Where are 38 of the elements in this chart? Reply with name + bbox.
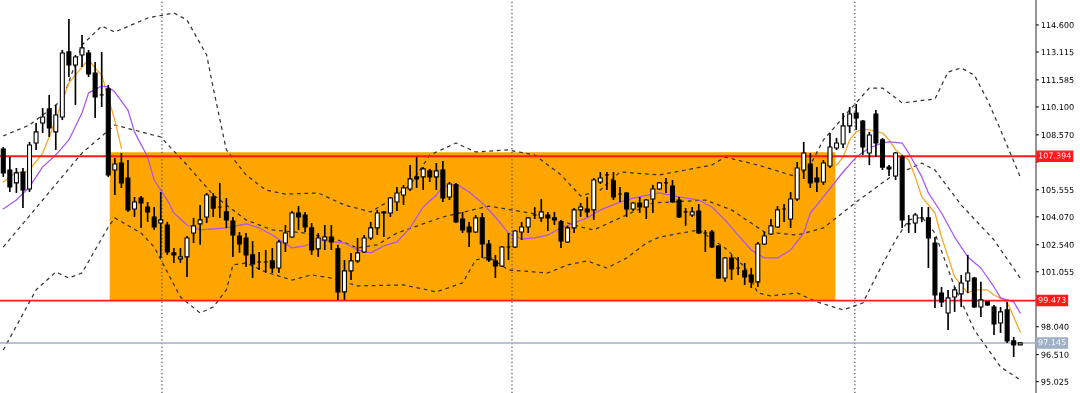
- candlestick: [210, 192, 216, 218]
- ref-line-label: 99.473: [1038, 296, 1066, 303]
- y-tick-label: 110.100: [1041, 104, 1074, 111]
- y-tick-label: 114.600: [1041, 22, 1074, 29]
- candlestick: [92, 61, 98, 119]
- y-tick-label: 101.055: [1041, 268, 1074, 275]
- candlestick: [965, 254, 971, 294]
- line-series: [2, 85, 1021, 314]
- candlestick: [925, 206, 931, 269]
- line-series: [2, 12, 1021, 213]
- y-tick-label: 113.115: [1041, 49, 1074, 56]
- ref-line-label: 107.394: [1038, 152, 1071, 159]
- line-series: [835, 128, 1021, 333]
- candlestick: [145, 201, 151, 223]
- candlestick: [742, 262, 748, 286]
- candlestick: [709, 229, 715, 249]
- candlestick: [191, 217, 197, 244]
- y-tick-label: 98.040: [1041, 323, 1069, 330]
- candlestick: [624, 191, 630, 218]
- ref-line-label: 97.145: [1038, 339, 1066, 346]
- y-tick-label: 108.570: [1041, 131, 1074, 138]
- line-series: [2, 124, 1021, 279]
- y-tick-label: 104.070: [1041, 213, 1074, 220]
- y-tick-label: 96.510: [1041, 351, 1069, 358]
- y-tick-label: 95.025: [1041, 378, 1069, 385]
- candlestick: [912, 212, 918, 234]
- candlestick: [204, 192, 210, 224]
- y-tick-label: 102.540: [1041, 241, 1074, 248]
- candlestick: [958, 274, 964, 308]
- candlestick: [40, 107, 46, 134]
- y-tick-label: 105.555: [1041, 186, 1074, 193]
- candlestick: [328, 224, 334, 251]
- candlestick: [853, 103, 859, 131]
- candlestick: [197, 204, 203, 246]
- candlestick: [788, 191, 794, 229]
- candlestick: [610, 171, 616, 201]
- y-tick-label: 111.585: [1041, 76, 1074, 84]
- candlestick: [33, 122, 39, 151]
